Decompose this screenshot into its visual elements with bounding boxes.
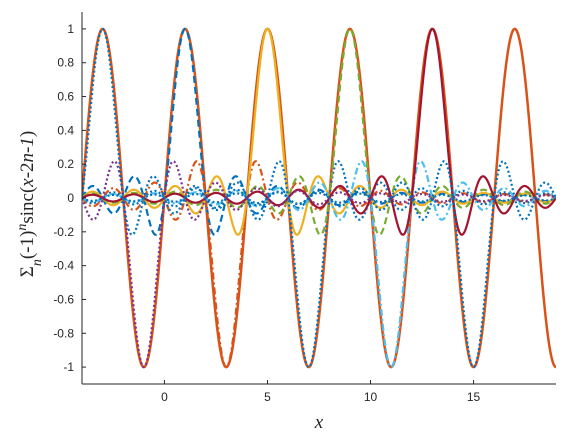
y-tick-label: 1	[67, 22, 74, 36]
y-tick-label: -0.4	[53, 259, 74, 273]
y-tick-label: -1	[63, 360, 74, 374]
y-tick-label: 0	[67, 191, 74, 205]
y-tick-label: 0.4	[57, 123, 74, 137]
y-tick-label: -0.6	[53, 292, 74, 306]
y-tick-label: -0.8	[53, 326, 74, 340]
x-tick-label: 5	[264, 390, 271, 404]
series-component-n1	[82, 160, 556, 369]
y-axis-label: Σn(-1)nsinc(x-2n-1)	[15, 131, 45, 277]
y-tick-label: 0.2	[57, 157, 74, 171]
series-component-n-2	[82, 27, 556, 236]
series-component-n7	[82, 160, 556, 369]
x-tick-label: 0	[161, 390, 168, 404]
series-sum-line	[82, 27, 556, 369]
y-tick-label: 0.8	[57, 56, 74, 70]
y-tick-label: 0.6	[57, 90, 74, 104]
y-tick-label: -0.2	[53, 225, 74, 239]
x-axis-label: x	[314, 412, 324, 433]
series-component-n-1	[82, 160, 556, 369]
x-tick-label: 15	[467, 390, 481, 404]
axes-group: 0 5 10 15 1 0.8 0.6 0.4 0.2 0 -0.2 -0.4 -0.6 -0.8 -1	[53, 12, 556, 404]
curves-group	[82, 27, 556, 369]
series-component-n6	[82, 27, 556, 236]
x-tick-label: 10	[364, 390, 378, 404]
series-component-n3	[82, 160, 556, 369]
